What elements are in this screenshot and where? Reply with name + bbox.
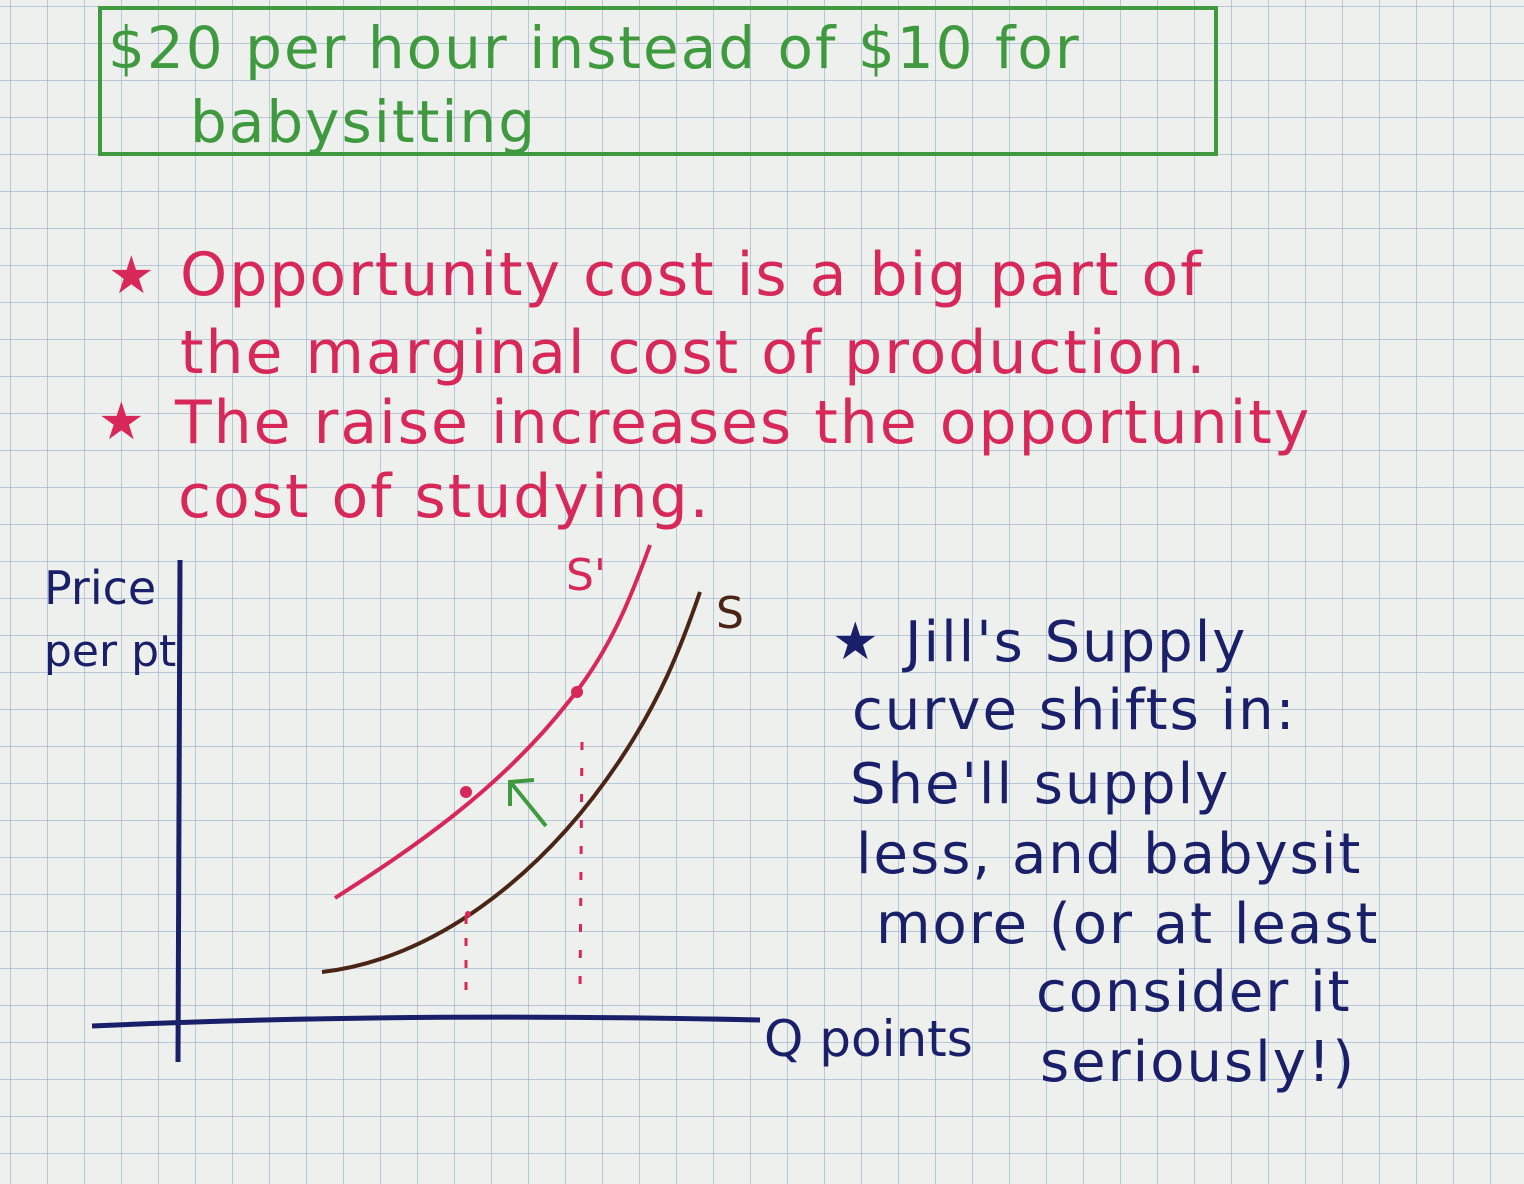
note-line-7: seriously!) <box>1040 1030 1357 1095</box>
title-line-2: babysitting <box>190 88 538 156</box>
shift-arrow-icon <box>510 782 548 828</box>
y-axis <box>175 559 183 1063</box>
note-line-5: more (or at least <box>876 892 1380 957</box>
note-line-1: Jill's Supply <box>905 610 1248 675</box>
supply-curve-s <box>321 591 702 974</box>
note-line-4: less, and babysit <box>856 822 1363 887</box>
note-line-2: curve shifts in: <box>852 678 1297 743</box>
x-axis-label: Q points <box>764 1010 973 1068</box>
note-line-6: consider it <box>1036 960 1352 1025</box>
note-line-3: She'll supply <box>850 752 1231 817</box>
x-axis <box>91 1014 761 1029</box>
point-marker <box>465 911 471 917</box>
title-line-1: $20 per hour instead of $10 for <box>108 14 1081 82</box>
bullet-2-line-2: cost of studying. <box>178 462 711 532</box>
curve-s-prime-label: S' <box>566 550 606 601</box>
arrow-head-icon <box>508 778 535 806</box>
point-marker <box>460 786 472 798</box>
y-axis-label-line-2: per pt <box>44 626 176 677</box>
point-marker <box>571 686 583 698</box>
dotted-guide-line <box>578 741 584 993</box>
bullet-1-line-2: the marginal cost of production. <box>180 318 1208 388</box>
title-box <box>98 6 1218 156</box>
curve-s-label: S <box>716 588 744 639</box>
star-icon: ★ <box>108 246 157 306</box>
y-axis-label-line-1: Price <box>44 561 156 615</box>
supply-curve-s-prime <box>333 544 652 900</box>
star-icon: ★ <box>98 392 147 452</box>
star-icon: ★ <box>832 612 881 672</box>
bullet-1-line-1: Opportunity cost is a big part of <box>180 240 1204 310</box>
bullet-2-line-1: The raise increases the opportunity <box>175 388 1312 458</box>
